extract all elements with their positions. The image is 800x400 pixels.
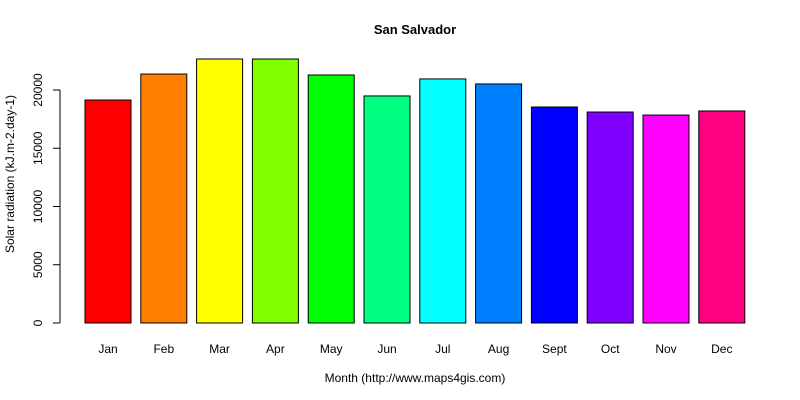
bars (84, 58, 746, 324)
bar-nov (642, 114, 690, 324)
x-tick-label: Nov (655, 342, 676, 356)
x-tick-label: Feb (153, 342, 174, 356)
bar-jul (419, 78, 467, 324)
bar-may (307, 74, 355, 324)
x-tick-label: Dec (711, 342, 732, 356)
y-tick-label: 15000 (31, 131, 45, 165)
x-tick-labels: Jan Feb Mar Apr May Jun Jul Aug Sept Oct Nov Dec (98, 342, 732, 356)
y-tick-label: 0 (31, 319, 45, 326)
x-tick-label: Mar (209, 342, 230, 356)
x-tick-label: Aug (488, 342, 509, 356)
x-tick-label: Jan (98, 342, 117, 356)
x-tick-label: Sept (542, 342, 567, 356)
x-tick-label: Oct (601, 342, 620, 356)
bar-apr (251, 58, 299, 324)
chart-title: San Salvador (373, 22, 457, 37)
x-tick-label: Jul (435, 342, 450, 356)
y-tick-label: 20000 (31, 73, 45, 107)
y-axis: 0 5000 10000 15000 20000 (31, 73, 61, 326)
y-tick-label: 10000 (31, 189, 45, 223)
bar-jun (363, 95, 411, 324)
bar-sept (530, 106, 578, 324)
y-tick-label: 5000 (31, 251, 45, 278)
bar-dec (698, 110, 746, 324)
x-tick-label: May (320, 342, 343, 356)
x-tick-label: Apr (266, 342, 285, 356)
x-tick-label: Jun (377, 342, 396, 356)
bar-jan (84, 99, 132, 324)
bar-feb (140, 73, 188, 324)
bar-aug (475, 83, 523, 324)
bar-oct (586, 111, 634, 324)
bar-mar (196, 58, 244, 324)
x-axis-label: Month (http://www.maps4gis.com) (324, 371, 506, 385)
